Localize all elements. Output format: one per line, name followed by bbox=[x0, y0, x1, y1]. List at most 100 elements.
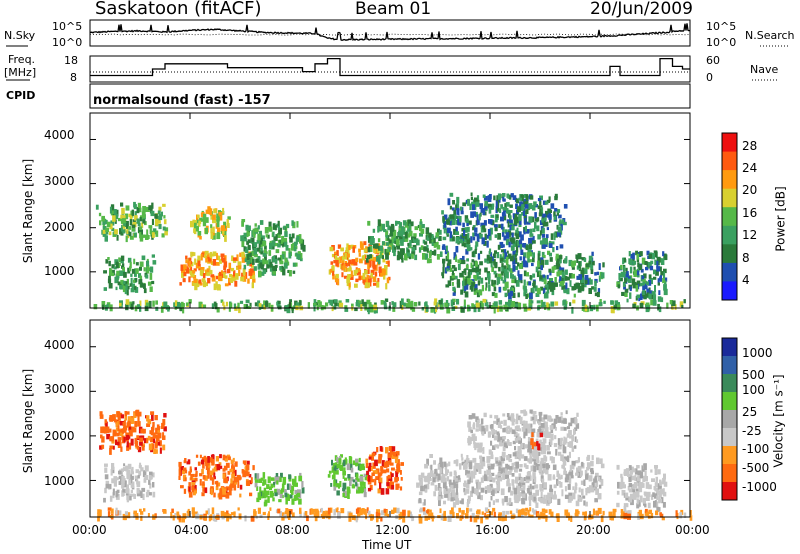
power-cell bbox=[239, 252, 242, 257]
power-cell bbox=[465, 264, 469, 269]
power-cell bbox=[511, 237, 515, 244]
power-cell bbox=[215, 252, 218, 257]
power-cell bbox=[143, 288, 147, 294]
power-cell bbox=[591, 260, 595, 266]
velocity-cell bbox=[530, 514, 534, 518]
velocity-cell bbox=[230, 459, 234, 465]
velocity-cell bbox=[162, 509, 167, 514]
power-cell bbox=[484, 204, 488, 210]
power-cell bbox=[468, 269, 473, 275]
velocity-cell bbox=[140, 511, 144, 515]
power-cell bbox=[584, 274, 589, 282]
velocity-cell bbox=[508, 483, 511, 490]
velocity-cell bbox=[178, 515, 181, 521]
power-cell bbox=[197, 255, 201, 262]
velocity-cell bbox=[349, 463, 353, 471]
power-cell bbox=[623, 272, 626, 278]
power-cell bbox=[254, 223, 257, 227]
power-cell bbox=[550, 282, 554, 289]
velocity-cell bbox=[239, 493, 242, 498]
power-cell bbox=[461, 228, 465, 232]
velocity-cell bbox=[507, 454, 512, 458]
power-cell bbox=[307, 302, 310, 309]
power-cell bbox=[486, 259, 489, 264]
power-cell bbox=[472, 236, 476, 241]
velocity-cell bbox=[336, 464, 341, 469]
power-cell bbox=[672, 300, 676, 307]
velocity-cell bbox=[222, 468, 226, 472]
power-cell bbox=[330, 261, 334, 265]
power-cell bbox=[151, 254, 155, 258]
power-cell bbox=[227, 269, 231, 274]
velocity-cell bbox=[154, 449, 158, 454]
power-cell bbox=[430, 307, 434, 313]
velocity-cell bbox=[280, 489, 283, 495]
velocity-cell bbox=[631, 488, 636, 493]
velocity-cell bbox=[188, 486, 191, 492]
velocity-cell bbox=[515, 431, 518, 436]
power-cell bbox=[137, 222, 141, 227]
power-cell bbox=[245, 304, 249, 308]
freq-frame bbox=[89, 55, 691, 83]
power-cell bbox=[546, 286, 550, 294]
power-cell bbox=[212, 216, 215, 224]
power-cell bbox=[129, 261, 132, 269]
power-cell bbox=[473, 289, 477, 295]
power-cell bbox=[453, 228, 456, 235]
power-cell bbox=[438, 235, 442, 241]
power-cell bbox=[515, 246, 519, 253]
velocity-cell bbox=[99, 411, 103, 416]
velocity-colorbar-swatch bbox=[722, 464, 737, 483]
velocity-cell bbox=[141, 487, 146, 492]
velocity-cell bbox=[689, 515, 693, 521]
nave-label: Nave bbox=[750, 63, 779, 76]
power-cell bbox=[486, 254, 490, 261]
velocity-cell bbox=[542, 512, 546, 519]
power-cell bbox=[473, 305, 477, 313]
power-cell bbox=[129, 215, 133, 221]
power-cell bbox=[134, 215, 138, 221]
velocity-cell bbox=[134, 475, 139, 479]
velocity-cell bbox=[269, 490, 274, 498]
power-cell bbox=[209, 208, 213, 216]
velocity-cell bbox=[466, 502, 470, 508]
power-cell bbox=[221, 257, 226, 263]
power-cell bbox=[378, 266, 382, 273]
power-cell bbox=[554, 195, 558, 201]
power-cell bbox=[399, 236, 404, 242]
power-cell bbox=[635, 250, 639, 256]
velocity-cell bbox=[260, 494, 264, 499]
vel-ytick-3000: 3000 bbox=[44, 382, 75, 396]
power-cell bbox=[376, 280, 380, 288]
velocity-cell bbox=[282, 476, 287, 484]
velocity-cell bbox=[372, 462, 376, 469]
power-cell bbox=[502, 226, 505, 233]
power-cell bbox=[162, 226, 166, 231]
velocity-cell bbox=[103, 497, 106, 503]
velocity-cell bbox=[118, 475, 123, 480]
velocity-cell bbox=[330, 507, 333, 513]
velocity-cell bbox=[378, 476, 381, 484]
power-cell bbox=[494, 234, 497, 238]
power-cell bbox=[227, 216, 231, 220]
power-cell bbox=[464, 291, 469, 298]
power-cell bbox=[259, 262, 263, 268]
velocity-cell bbox=[288, 509, 293, 515]
power-cell bbox=[565, 256, 568, 263]
velocity-cell bbox=[411, 516, 414, 522]
power-cell bbox=[538, 205, 543, 209]
power-cell bbox=[331, 266, 335, 273]
velocity-cell bbox=[650, 512, 654, 519]
velocity-cell bbox=[399, 470, 402, 475]
power-cell bbox=[475, 266, 480, 274]
velocity-cell bbox=[590, 468, 593, 472]
power-cell bbox=[247, 225, 251, 231]
power-cell bbox=[614, 300, 619, 306]
velocity-cell bbox=[542, 425, 547, 430]
power-cell bbox=[596, 271, 599, 276]
power-cell bbox=[381, 241, 386, 246]
power-cell bbox=[406, 233, 411, 238]
velocity-cell bbox=[683, 512, 687, 518]
velocity-cell bbox=[497, 436, 501, 442]
power-cell bbox=[651, 291, 656, 296]
